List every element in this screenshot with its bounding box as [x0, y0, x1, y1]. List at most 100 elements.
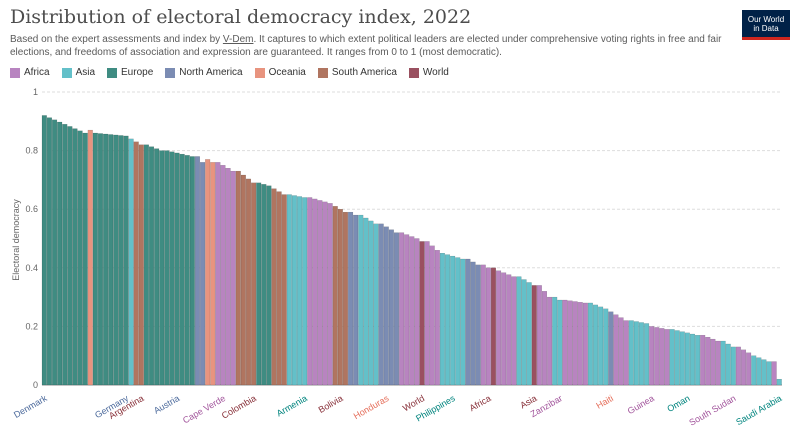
bar[interactable]: [261, 184, 267, 386]
bar[interactable]: [761, 359, 767, 386]
bar[interactable]: [695, 335, 701, 386]
bar[interactable]: [230, 170, 236, 386]
bar[interactable]: [404, 234, 410, 386]
bar[interactable]: [715, 340, 721, 386]
bar[interactable]: [286, 194, 292, 386]
bar[interactable]: [725, 343, 731, 386]
bar[interactable]: [138, 144, 144, 386]
bar[interactable]: [593, 304, 599, 386]
legend-item-world[interactable]: World: [408, 67, 449, 78]
bar[interactable]: [332, 206, 338, 386]
bar[interactable]: [62, 124, 68, 386]
legend-item-north-america[interactable]: North America: [165, 67, 243, 78]
bar[interactable]: [638, 322, 644, 386]
bar[interactable]: [133, 141, 139, 386]
bar[interactable]: [557, 299, 563, 386]
bar[interactable]: [256, 182, 262, 386]
bar[interactable]: [312, 198, 318, 386]
source-link[interactable]: V-Dem: [222, 34, 254, 45]
bar[interactable]: [771, 361, 777, 386]
bar[interactable]: [154, 148, 160, 386]
bar[interactable]: [266, 185, 272, 386]
bar[interactable]: [730, 346, 736, 386]
bar[interactable]: [348, 211, 354, 386]
bar[interactable]: [393, 232, 399, 386]
bar[interactable]: [159, 150, 165, 386]
bar[interactable]: [439, 252, 445, 386]
bar[interactable]: [776, 378, 782, 386]
bar[interactable]: [470, 261, 476, 386]
bar[interactable]: [511, 276, 517, 386]
bar[interactable]: [710, 338, 716, 386]
bar[interactable]: [419, 241, 425, 386]
bar[interactable]: [562, 299, 568, 386]
bar[interactable]: [358, 214, 364, 386]
bar[interactable]: [179, 153, 185, 386]
bar[interactable]: [541, 291, 547, 386]
bar[interactable]: [271, 188, 277, 386]
bar[interactable]: [460, 258, 466, 386]
bar[interactable]: [654, 327, 660, 386]
bar[interactable]: [445, 254, 451, 386]
bar[interactable]: [679, 331, 685, 386]
bar[interactable]: [552, 296, 558, 386]
bar[interactable]: [705, 336, 711, 386]
bar[interactable]: [664, 329, 670, 386]
bar[interactable]: [536, 285, 542, 386]
bar[interactable]: [547, 296, 553, 386]
bar[interactable]: [373, 223, 379, 386]
bar[interactable]: [475, 264, 481, 386]
bar[interactable]: [434, 250, 440, 386]
bar[interactable]: [450, 255, 456, 386]
bar[interactable]: [465, 258, 471, 386]
bar[interactable]: [251, 182, 257, 386]
bar[interactable]: [496, 270, 502, 386]
bar[interactable]: [741, 349, 747, 386]
bar[interactable]: [735, 346, 741, 386]
bar[interactable]: [644, 323, 650, 386]
bar[interactable]: [164, 150, 170, 386]
bar[interactable]: [659, 328, 665, 386]
bar[interactable]: [587, 302, 593, 386]
bar[interactable]: [108, 134, 114, 386]
bar[interactable]: [628, 320, 634, 386]
bar[interactable]: [414, 238, 420, 386]
bar[interactable]: [215, 162, 221, 386]
bar[interactable]: [210, 162, 216, 386]
bar[interactable]: [342, 211, 348, 386]
bar[interactable]: [169, 151, 175, 386]
bar[interactable]: [322, 201, 328, 386]
bar[interactable]: [618, 317, 624, 386]
bar[interactable]: [72, 128, 78, 386]
bar[interactable]: [337, 209, 343, 386]
bar[interactable]: [82, 132, 88, 386]
bar[interactable]: [143, 144, 149, 386]
bar[interactable]: [235, 170, 241, 386]
legend-item-oceania[interactable]: Oceania: [254, 67, 306, 78]
bar[interactable]: [572, 301, 578, 386]
bar[interactable]: [756, 357, 762, 386]
bar[interactable]: [526, 282, 532, 386]
bar[interactable]: [633, 321, 639, 386]
bar[interactable]: [240, 174, 246, 386]
legend-item-africa[interactable]: Africa: [10, 67, 50, 78]
bar[interactable]: [113, 134, 119, 386]
bar[interactable]: [77, 130, 83, 386]
bar[interactable]: [603, 308, 609, 386]
bar[interactable]: [291, 195, 297, 386]
bar[interactable]: [649, 326, 655, 386]
bar[interactable]: [455, 257, 461, 386]
bar[interactable]: [174, 152, 180, 386]
bar[interactable]: [103, 133, 109, 386]
bar[interactable]: [225, 168, 231, 386]
bar[interactable]: [684, 332, 690, 386]
bar[interactable]: [378, 223, 384, 386]
bar[interactable]: [327, 203, 333, 386]
bar[interactable]: [582, 302, 588, 386]
bar[interactable]: [52, 119, 58, 386]
bar[interactable]: [613, 314, 619, 386]
bar[interactable]: [118, 135, 124, 386]
bar[interactable]: [608, 311, 614, 386]
bar[interactable]: [516, 276, 522, 386]
bar[interactable]: [353, 214, 359, 386]
